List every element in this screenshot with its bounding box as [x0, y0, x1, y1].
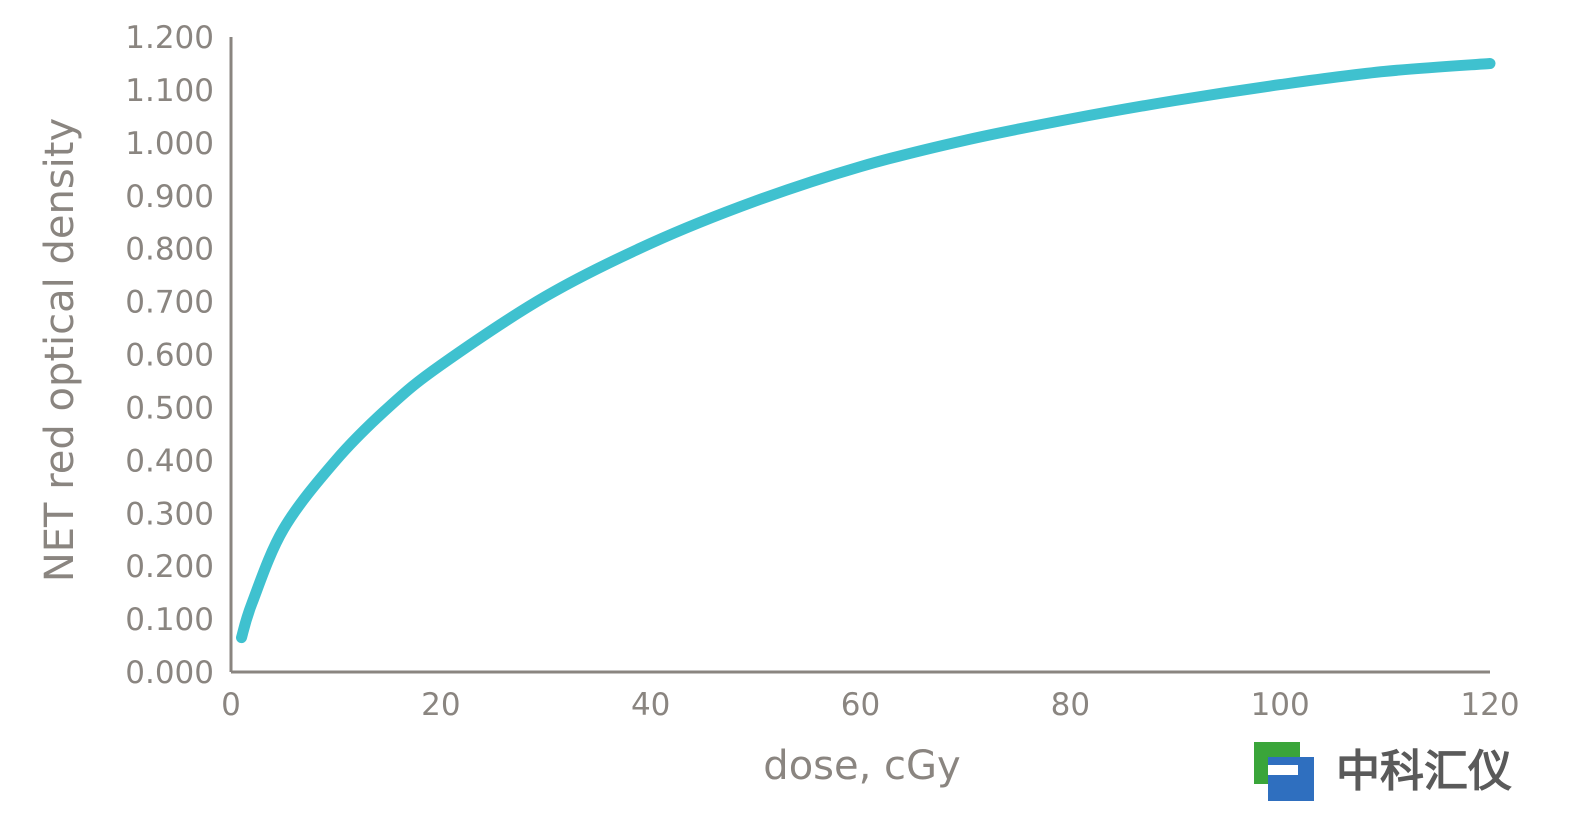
x-tick-label: 0 — [221, 687, 241, 723]
watermark-text: 中科汇仪 — [1336, 746, 1512, 797]
y-tick-label: 0.500 — [125, 390, 214, 426]
y-tick-labels: 0.000 0.100 0.200 0.300 0.400 0.500 0.600 0.700… — [125, 20, 214, 691]
series-line — [236, 58, 1496, 644]
y-tick-label: 0.200 — [125, 549, 214, 585]
y-tick-label: 0.900 — [125, 179, 214, 215]
y-tick-label: 1.200 — [125, 20, 214, 56]
x-axis-title: dose, cGy — [763, 743, 960, 789]
y-tick-label: 0.300 — [125, 496, 214, 532]
x-tick-label: 60 — [841, 687, 880, 723]
x-tick-label: 120 — [1460, 687, 1519, 723]
y-tick-label: 0.600 — [125, 338, 214, 374]
x-tick-label: 20 — [421, 687, 460, 723]
y-tick-label: 0.000 — [125, 655, 214, 691]
y-tick-label: 0.700 — [125, 285, 214, 321]
x-tick-label: 40 — [631, 687, 670, 723]
y-tick-label: 1.000 — [125, 126, 214, 162]
x-tick-label: 80 — [1051, 687, 1090, 723]
x-tick-label: 100 — [1251, 687, 1310, 723]
y-tick-label: 0.800 — [125, 232, 214, 268]
x-tick-labels: 0 20 40 60 80 100 120 — [221, 687, 1519, 723]
y-tick-label: 1.100 — [125, 73, 214, 109]
zkhy-logo-icon — [1254, 742, 1314, 801]
y-axis-title: NET red optical density — [37, 118, 83, 582]
y-tick-label: 0.100 — [125, 602, 214, 638]
watermark-logo: 中科汇仪 — [1254, 742, 1512, 801]
y-tick-label: 0.400 — [125, 443, 214, 479]
